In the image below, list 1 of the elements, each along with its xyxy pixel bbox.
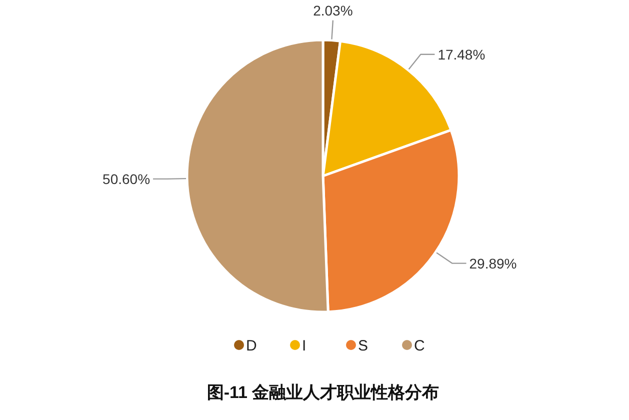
title: 图-11 金融业人才职业性格分布 [206,383,440,402]
